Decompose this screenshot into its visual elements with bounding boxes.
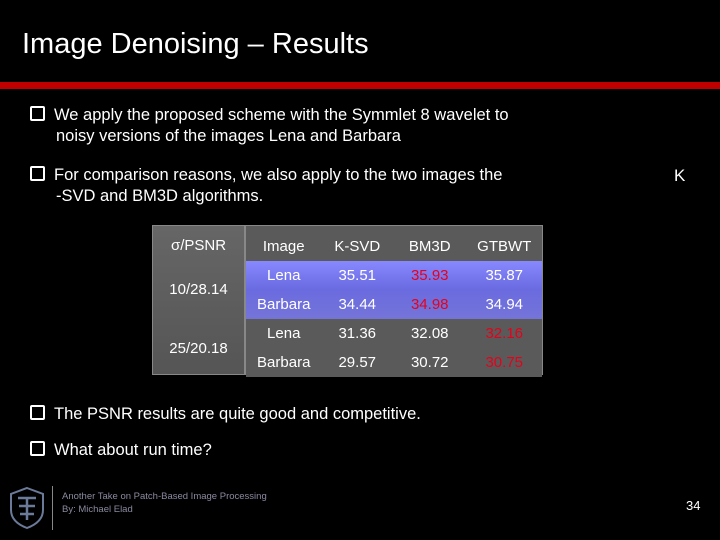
checkbox-bullet-icon — [30, 166, 45, 182]
cell-ksvd: 31.36 — [338, 325, 377, 342]
table-row: Barbara 29.57 30.72 30.75 — [246, 348, 542, 377]
bullet-1: We apply the proposed scheme with the Sy… — [30, 105, 590, 147]
bullet-3: The PSNR results are quite good and comp… — [30, 404, 421, 425]
title-divider — [0, 82, 720, 89]
results-table: Image K-SVD BM3D GTBWT Lena 35.51 35.93 … — [245, 225, 543, 377]
table-row: Barbara 34.44 34.98 34.94 — [246, 290, 542, 319]
cell-gtbwt: 32.16 — [485, 325, 524, 342]
cell-image: Lena — [267, 325, 301, 342]
table-row: Lena 31.36 32.08 32.16 — [246, 319, 542, 348]
bullet-1-line2: noisy versions of the images Lena and Ba… — [56, 127, 401, 145]
cell-gtbwt: 35.87 — [485, 267, 524, 284]
sigma-header: σ/PSNR — [170, 237, 227, 254]
header-bm3d: BM3D — [408, 238, 451, 255]
cell-image: Lena — [267, 267, 301, 284]
cell-gtbwt: 34.94 — [485, 296, 524, 313]
bullet-2-line2: -SVD and BM3D algorithms. — [56, 187, 264, 205]
cell-bm3d: 34.98 — [410, 296, 449, 313]
footer-line2: By: Michael Elad — [62, 504, 133, 515]
group-label-1: 10/28.14 — [169, 281, 228, 298]
bullet-2: For comparison reasons, we also apply to… — [30, 165, 570, 207]
table-row: Lena 35.51 35.93 35.87 — [246, 261, 542, 290]
slide-title: Image Denoising – Results — [22, 28, 369, 60]
cell-bm3d: 35.93 — [410, 267, 449, 284]
cell-bm3d: 30.72 — [410, 354, 449, 371]
footer-text: Another Take on Patch-Based Image Proces… — [62, 490, 267, 516]
bullet-1-line1: We apply the proposed scheme with the Sy… — [54, 106, 509, 124]
sigma-psnr-column: σ/PSNR 10/28.14 25/20.18 — [152, 225, 245, 375]
header-image: Image — [262, 238, 305, 255]
bullet-2-line1: For comparison reasons, we also apply to… — [54, 166, 503, 184]
header-gtbwt: GTBWT — [477, 238, 532, 255]
cell-image: Barbara — [257, 354, 311, 371]
bullet-4-text: What about run time? — [54, 441, 212, 459]
cell-ksvd: 29.57 — [338, 354, 377, 371]
group-label-2: 25/20.18 — [169, 340, 228, 357]
bullet-3-text: The PSNR results are quite good and comp… — [54, 405, 421, 423]
cell-gtbwt: 30.75 — [485, 354, 524, 371]
checkbox-bullet-icon — [30, 441, 45, 457]
checkbox-bullet-icon — [30, 405, 45, 421]
cell-bm3d: 32.08 — [410, 325, 449, 342]
bullet-4: What about run time? — [30, 440, 212, 461]
technion-logo-icon — [10, 486, 44, 530]
cell-ksvd: 34.44 — [338, 296, 377, 313]
cell-image: Barbara — [257, 296, 311, 313]
checkbox-bullet-icon — [30, 106, 45, 122]
footer-divider — [52, 486, 53, 530]
cell-ksvd: 35.51 — [338, 267, 377, 284]
k-mark: K — [674, 166, 686, 185]
page-number: 34 — [686, 498, 701, 513]
footer-line1: Another Take on Patch-Based Image Proces… — [62, 491, 267, 502]
table-header-row: Image K-SVD BM3D GTBWT — [246, 232, 542, 261]
header-ksvd: K-SVD — [334, 238, 381, 255]
